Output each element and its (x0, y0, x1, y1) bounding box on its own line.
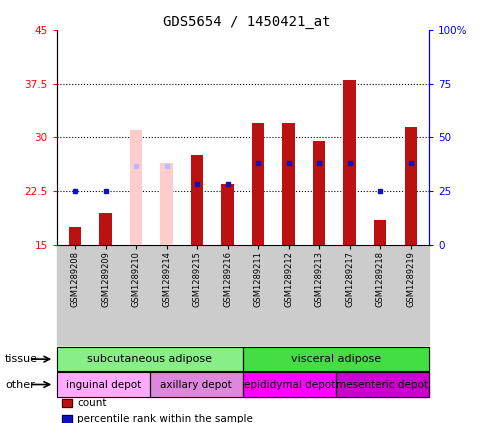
Text: epididymal depot: epididymal depot (244, 379, 335, 390)
Bar (374, 220, 386, 245)
Text: subcutaneous adipose: subcutaneous adipose (87, 354, 212, 364)
Text: other: other (5, 379, 35, 390)
Bar (221, 184, 234, 245)
Bar (191, 156, 203, 245)
Text: mesenteric depot: mesenteric depot (336, 379, 428, 390)
Text: percentile rank within the sample: percentile rank within the sample (77, 414, 253, 423)
Text: tissue: tissue (5, 354, 38, 364)
Bar (160, 163, 173, 245)
Bar (69, 228, 81, 245)
Bar (100, 213, 111, 245)
Text: axillary depot: axillary depot (160, 379, 232, 390)
Text: count: count (77, 398, 107, 408)
Bar (252, 123, 264, 245)
Text: inguinal depot: inguinal depot (66, 379, 141, 390)
Bar (313, 141, 325, 245)
Bar (130, 130, 142, 245)
Bar (344, 80, 355, 245)
Bar (404, 127, 417, 245)
Text: GDS5654 / 1450421_at: GDS5654 / 1450421_at (163, 15, 330, 29)
Text: visceral adipose: visceral adipose (291, 354, 381, 364)
Bar (282, 123, 295, 245)
